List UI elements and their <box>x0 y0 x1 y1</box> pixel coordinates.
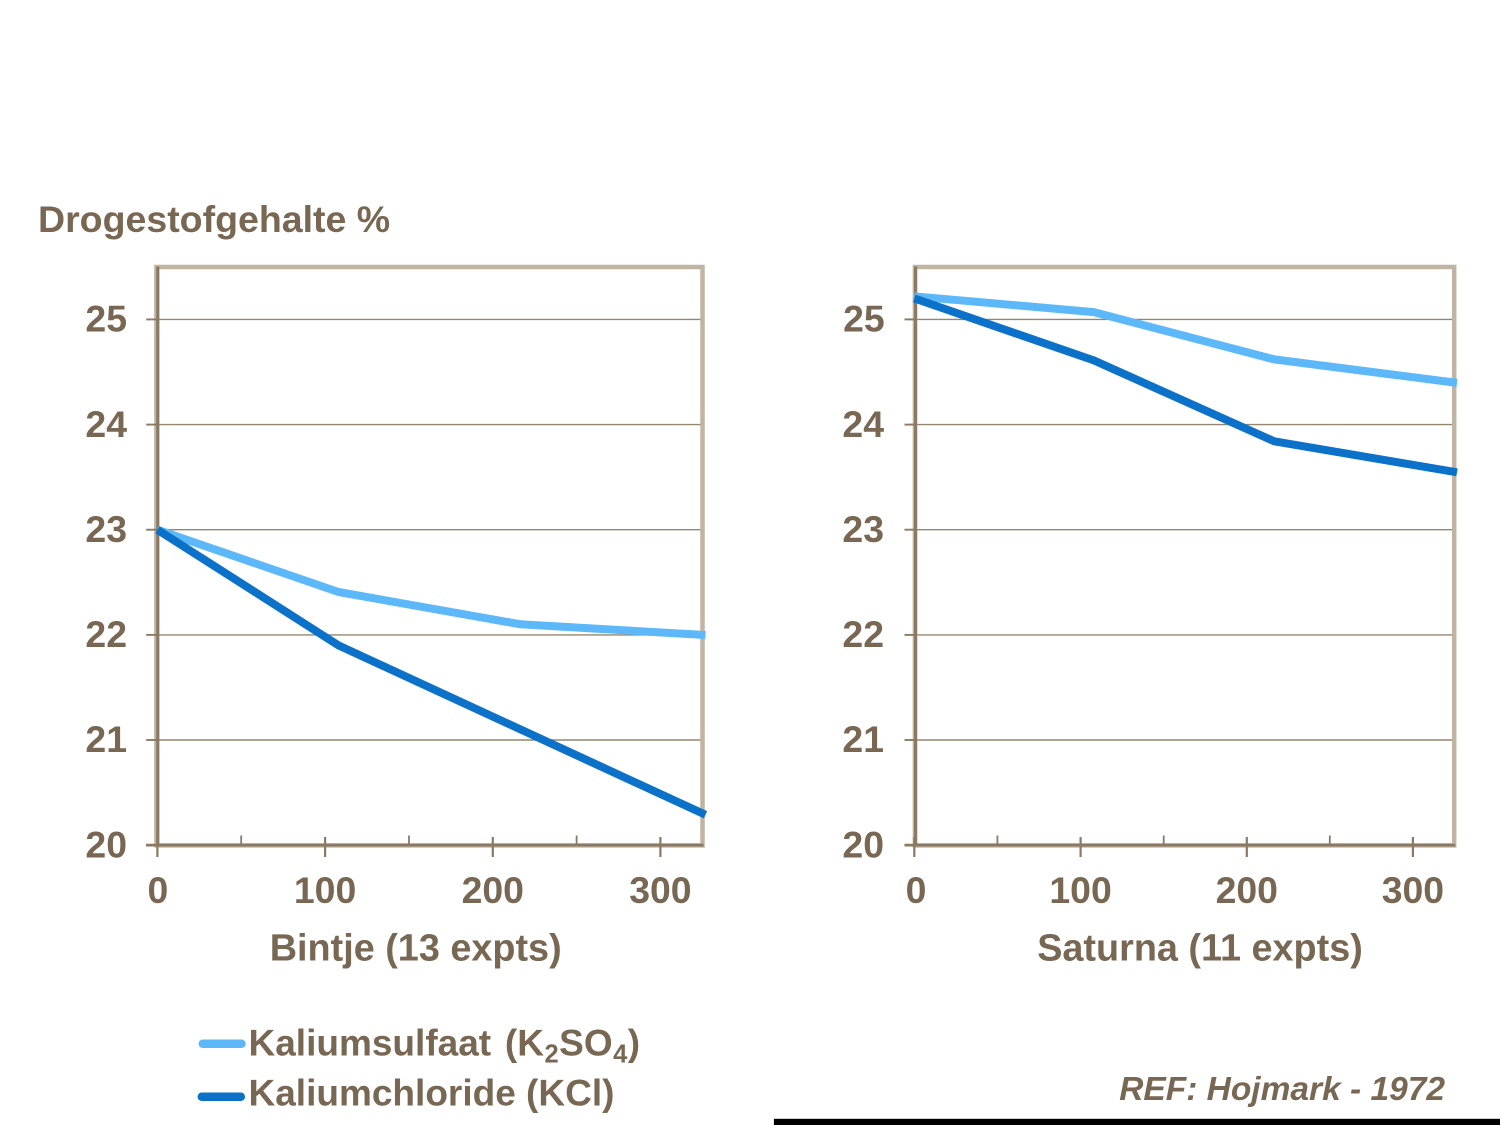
svg-text:20: 20 <box>842 823 884 865</box>
svg-text:300: 300 <box>629 869 691 911</box>
svg-text:Saturna (11 expts): Saturna (11 expts) <box>1037 927 1363 969</box>
svg-text:100: 100 <box>1049 869 1111 911</box>
svg-text:25: 25 <box>843 298 885 340</box>
svg-text:Bintje (13 expts): Bintje (13 expts) <box>270 927 562 969</box>
svg-text:200: 200 <box>462 869 524 911</box>
svg-text:Kaliumsulfaat (K2SO4): Kaliumsulfaat (K2SO4) <box>249 1023 641 1069</box>
svg-text:0: 0 <box>148 869 169 911</box>
svg-text:23: 23 <box>842 508 884 550</box>
svg-text:Kaliumchloride (KCl): Kaliumchloride (KCl) <box>249 1073 615 1114</box>
svg-text:0: 0 <box>906 869 927 911</box>
svg-text:300: 300 <box>1382 869 1444 911</box>
svg-text:20: 20 <box>85 823 127 865</box>
svg-text:200: 200 <box>1216 869 1278 911</box>
svg-text:Drogestofgehalte %: Drogestofgehalte % <box>38 198 390 240</box>
svg-text:22: 22 <box>85 613 127 655</box>
svg-text:24: 24 <box>85 403 127 445</box>
svg-text:21: 21 <box>85 718 127 760</box>
svg-text:23: 23 <box>85 508 127 550</box>
svg-text:21: 21 <box>842 718 884 760</box>
svg-text:22: 22 <box>842 613 884 655</box>
svg-text:REF: Hojmark - 1972: REF: Hojmark - 1972 <box>1119 1071 1445 1108</box>
svg-text:25: 25 <box>85 298 127 340</box>
svg-text:24: 24 <box>842 403 884 445</box>
svg-text:100: 100 <box>294 869 356 911</box>
